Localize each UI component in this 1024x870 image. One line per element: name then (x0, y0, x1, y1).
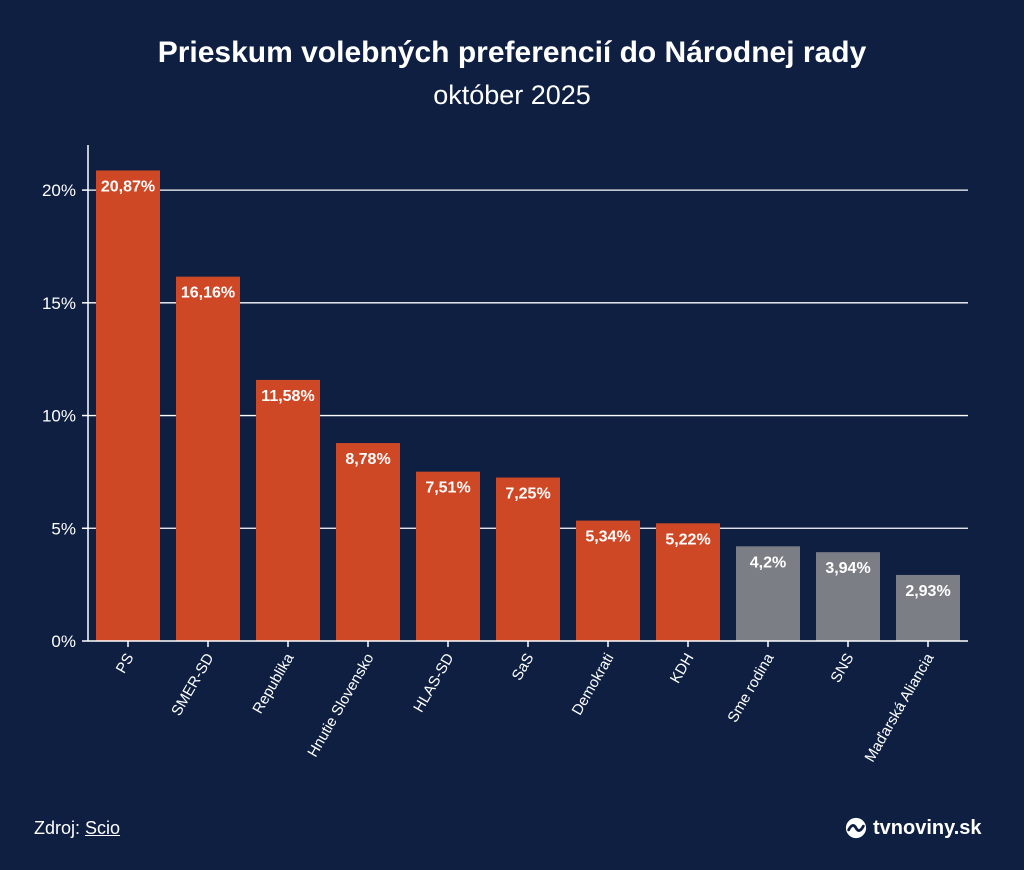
y-tick-label: 15% (42, 294, 76, 313)
bar-value-label: 4,2% (750, 554, 786, 571)
brand-name: tvnoviny.sk (873, 816, 982, 839)
y-tick-label: 0% (51, 632, 76, 651)
bar-hlas-sd (416, 471, 480, 641)
bar-value-label: 2,93% (905, 583, 950, 600)
bar-value-label: 5,34% (585, 529, 630, 546)
x-tick-label: SaS (509, 651, 538, 684)
bar-value-label: 16,16% (181, 285, 235, 302)
source-link[interactable]: Scio (85, 818, 121, 838)
bar-republika (256, 379, 320, 641)
x-tick-label: PS (113, 651, 138, 677)
x-tick-label: SMER-SD (168, 650, 217, 719)
chart-subtitle: október 2025 (433, 80, 591, 110)
y-tick-label: 10% (42, 407, 76, 426)
bar-value-label: 8,78% (345, 451, 390, 468)
x-tick-label: Sme rodina (724, 650, 777, 725)
source-label: Zdroj: (34, 818, 81, 838)
x-tick-label: HLAS-SD (410, 650, 457, 715)
bar-ps (96, 170, 160, 641)
bar-value-label: 5,22% (665, 531, 710, 548)
bar-demokrati (576, 520, 640, 641)
x-tick-label: Demokrati (569, 651, 618, 719)
bar-ma-arsk-aliancia (896, 574, 960, 641)
x-tick-label: Hnutie Slovensko (304, 651, 377, 761)
bars: 20,87% 16,16% 11,58% 8,78% 7,51% 7,25% 5,34% 5,… (96, 170, 960, 641)
bar-chart: 20,87% 16,16% 11,58% 8,78% 7,51% 7,25% 5,34% 5,… (42, 145, 968, 765)
bar-value-label: 20,87% (101, 178, 155, 195)
x-tick-label: Republika (249, 650, 297, 717)
x-tick-label: KDH (667, 651, 698, 687)
x-tick-label: SNS (827, 651, 857, 686)
bar-kdh (656, 523, 720, 641)
chart-title: Prieskum volebných preferencií do Národn… (157, 36, 867, 69)
bar-sns (816, 552, 880, 641)
bar-sme-rodina (736, 546, 800, 641)
bar-hnutie-slovensko (336, 443, 400, 641)
bar-value-label: 7,25% (505, 486, 550, 503)
bar-value-label: 7,51% (425, 480, 470, 497)
x-tick-label: Maďarská Aliancia (861, 650, 937, 765)
bar-sas (496, 477, 560, 641)
source-note: Zdroj: Scio (34, 818, 120, 839)
bar-value-label: 3,94% (825, 560, 870, 577)
bar-value-label: 11,58% (261, 388, 314, 405)
y-tick-label: 20% (42, 181, 76, 200)
bar-smer-sd (176, 276, 240, 641)
y-tick-label: 5% (51, 519, 76, 538)
tvnoviny-logo-icon (845, 817, 867, 839)
brand-logo[interactable]: tvnoviny.sk (845, 814, 982, 842)
